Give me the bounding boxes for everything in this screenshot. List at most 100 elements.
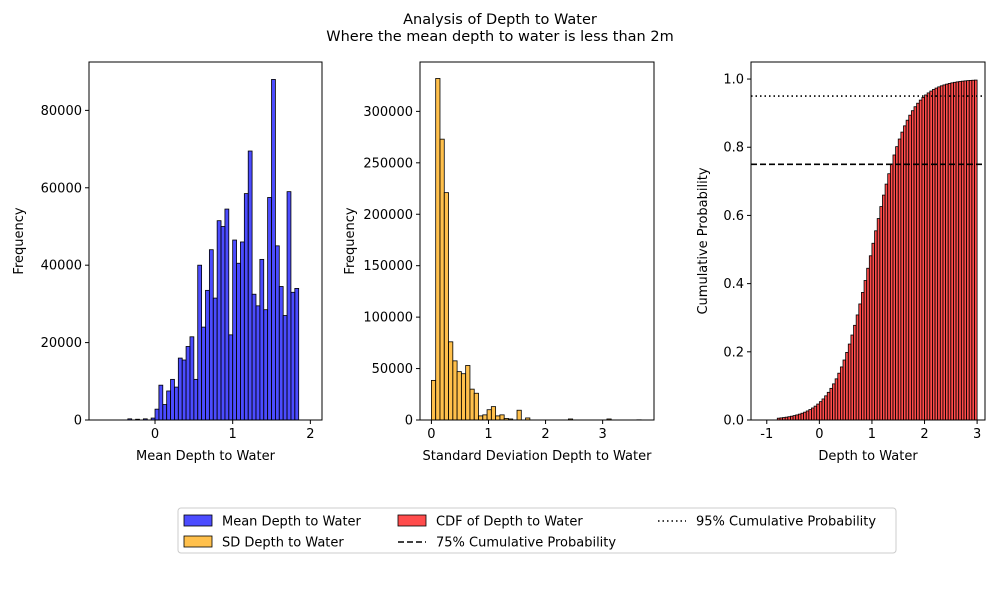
bar [162, 404, 168, 421]
x-tick-label: 3 [598, 427, 606, 442]
bar [439, 138, 445, 421]
bar [282, 315, 288, 421]
bar [216, 220, 222, 421]
legend: Mean Depth to Water SD Depth to Water CDF … [177, 507, 897, 554]
y-tick-label: 150000 [363, 259, 413, 274]
bar [460, 373, 467, 421]
figure-subtitle: Where the mean depth to water is less th… [326, 29, 673, 45]
bar [197, 264, 203, 421]
y-tick-label: 20000 [41, 336, 82, 351]
y-tick-label: 0.8 [723, 141, 744, 156]
legend-label: Mean Depth to Water [222, 515, 362, 530]
figure-title: Analysis of Depth to Water [403, 12, 597, 28]
y-tick-label: 0.0 [723, 414, 744, 429]
x-tick-label: -1 [760, 427, 773, 442]
legend-swatch [183, 535, 213, 548]
bar [271, 79, 276, 421]
bar [499, 414, 505, 421]
bar [478, 415, 484, 421]
bar [516, 409, 522, 421]
bar [974, 79, 978, 421]
bar [290, 291, 296, 421]
sd-depth-histogram: 0 1 2 3 0 50000 100000 150000 200000 250000 300000… [343, 61, 655, 464]
bar [201, 326, 206, 421]
bar [255, 305, 261, 421]
axes-frame [419, 61, 655, 421]
bars [776, 79, 978, 421]
bar [473, 392, 479, 421]
y-tick-label: 0.4 [723, 277, 744, 292]
bar [456, 371, 462, 421]
bar [208, 249, 214, 421]
bars [431, 78, 642, 421]
bar [247, 150, 253, 421]
y-tick-label: 40000 [41, 259, 82, 274]
bar [177, 357, 183, 421]
axes-frame [750, 61, 986, 421]
y-tick-label: 300000 [363, 105, 413, 120]
cdf-depth-chart: -1 0 1 2 3 0.0 0.2 0.4 0.6 0.8 1.0 Depth to Water Cu… [696, 61, 986, 464]
bar [166, 390, 171, 421]
bar [212, 297, 218, 421]
x-tick-label: 0 [427, 427, 435, 442]
legend-item: SD Depth to Water [183, 535, 344, 551]
x-tick-label: 2 [541, 427, 549, 442]
bar [469, 388, 475, 421]
bar [185, 346, 191, 421]
x-tick-label: 0 [151, 427, 159, 442]
bar [278, 286, 284, 421]
y-tick-label: 80000 [41, 104, 82, 119]
bar [170, 378, 175, 421]
x-tick-label: 1 [229, 427, 237, 442]
bar [243, 193, 249, 421]
legend-item: 75% Cumulative Probability [398, 536, 616, 551]
bar [228, 334, 234, 421]
x-axis-label: Mean Depth to Water [136, 449, 276, 464]
y-tick-label: 50000 [372, 362, 413, 377]
axes-frame [88, 61, 323, 421]
y-tick-label: 0.2 [723, 345, 744, 360]
legend-item: 95% Cumulative Probability [658, 515, 876, 530]
bar [236, 262, 241, 421]
bar [274, 245, 280, 421]
bar [490, 406, 497, 421]
bar [286, 191, 292, 421]
y-tick-label: 100000 [363, 311, 413, 326]
bar [263, 309, 269, 421]
bar [259, 258, 265, 421]
y-tick-label: 0 [74, 414, 82, 429]
bar [154, 408, 160, 421]
bar [224, 208, 230, 421]
bar [205, 289, 210, 421]
x-tick-label: 2 [306, 427, 314, 442]
y-tick-label: 200000 [363, 208, 413, 223]
bar [189, 336, 195, 421]
legend-item: Mean Depth to Water [183, 515, 362, 530]
legend-frame [177, 507, 897, 554]
y-axis-label: Cumulative Probability [696, 167, 711, 314]
x-axis-label: Depth to Water [818, 449, 918, 464]
bar [174, 386, 179, 421]
bar [220, 226, 226, 421]
bar [495, 415, 501, 421]
x-tick-label: 1 [484, 427, 492, 442]
y-axis-label: Frequency [343, 207, 358, 274]
bar [267, 197, 272, 421]
y-tick-label: 60000 [41, 181, 82, 196]
y-tick-label: 250000 [363, 156, 413, 171]
x-tick-label: 1 [868, 427, 876, 442]
y-tick-label: 0 [405, 414, 413, 429]
bar [448, 341, 454, 421]
legend-label: 95% Cumulative Probability [696, 515, 876, 530]
bar [431, 379, 437, 421]
y-axis-label: Frequency [12, 207, 27, 274]
bar [240, 241, 245, 421]
bar [158, 384, 164, 421]
bars [127, 79, 300, 421]
bar [181, 359, 187, 421]
bar [443, 192, 449, 421]
bar [251, 293, 257, 421]
bar [435, 78, 441, 421]
legend-label: CDF of Depth to Water [436, 515, 583, 530]
